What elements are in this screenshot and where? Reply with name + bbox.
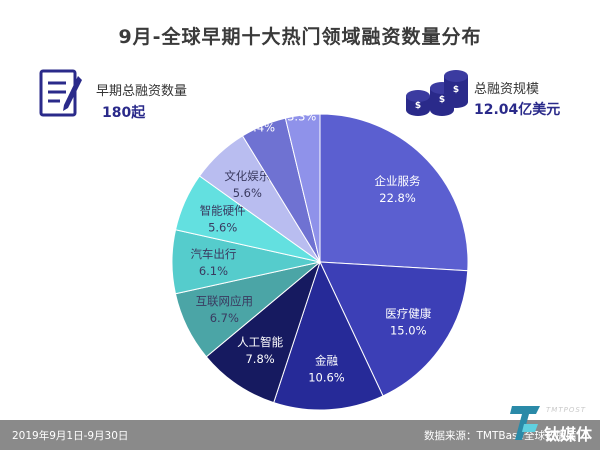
total-amount-value: 12.04亿美元 xyxy=(474,102,561,118)
slice-label: 智能硬件 xyxy=(200,204,246,218)
logo-english: TMTPOST xyxy=(546,406,587,414)
total-count-label: 早期总融资数量 xyxy=(96,84,188,99)
logo-chinese: 钛媒体 xyxy=(544,425,593,444)
slice-label: 教育 xyxy=(249,103,272,117)
slice-value-label: 5.6% xyxy=(208,221,237,235)
slice-value-label: 4.4% xyxy=(246,120,275,134)
slice-value-label: 6.1% xyxy=(199,264,228,278)
slice-label: 金融 xyxy=(315,353,338,367)
slice-label: 互联网应用 xyxy=(196,294,254,308)
total-count-value: 180起 xyxy=(102,105,146,121)
total-amount-label: 总融资规模 xyxy=(474,82,540,97)
slice-value-label: 10.6% xyxy=(308,370,345,384)
slice-label: 人工智能 xyxy=(237,335,283,349)
svg-text:$: $ xyxy=(453,85,459,95)
slice-label: 医疗健康 xyxy=(385,307,431,321)
pie-slice xyxy=(284,113,321,263)
coin-stack-icon: $ $ $ xyxy=(406,70,468,116)
slice-value-label: 22.8% xyxy=(379,191,416,205)
brand-logo: TMTPOST 钛媒体 xyxy=(506,398,600,450)
slice-label: 企业服务 xyxy=(375,174,421,188)
slice-label: 汽车出行 xyxy=(190,247,236,261)
slice-value-label: 5.6% xyxy=(233,186,262,200)
slice-value-label: 15.0% xyxy=(390,324,427,338)
chart-title: 9月-全球早期十大热门领域融资数量分布 xyxy=(118,26,482,48)
logo-mark-icon xyxy=(510,406,540,440)
pie-slice xyxy=(273,260,384,411)
slice-label: 文化娱乐 xyxy=(224,169,270,183)
slice-value-label: 3.3% xyxy=(287,110,316,124)
slice-label: 购物 xyxy=(290,93,313,107)
svg-text:$: $ xyxy=(439,95,445,105)
date-range: 2019年9月1日-9月30日 xyxy=(12,430,129,442)
pie-slice xyxy=(205,260,322,404)
data-source: 数据来源：TMTBase全球数据库 xyxy=(424,430,577,442)
slice-value-label: 7.8% xyxy=(245,352,274,366)
footer-bar: 2019年9月1日-9月30日 数据来源：TMTBase全球数据库 xyxy=(0,420,600,450)
pie-slice xyxy=(319,261,469,397)
pie-slice xyxy=(319,113,469,272)
document-icon xyxy=(39,69,82,117)
svg-text:$: $ xyxy=(415,101,421,111)
slice-value-label: 6.7% xyxy=(210,311,239,325)
